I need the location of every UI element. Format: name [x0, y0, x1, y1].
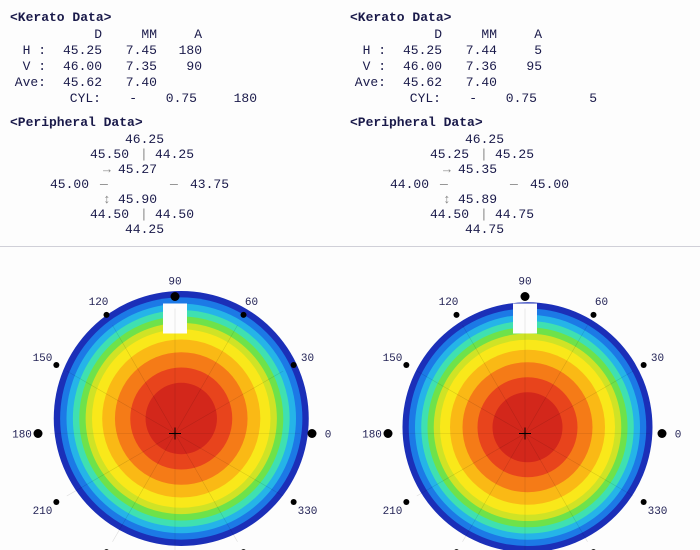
svg-text:330: 330: [648, 506, 668, 518]
arrow-right-icon: →: [443, 162, 451, 177]
svg-text:0: 0: [675, 430, 682, 442]
row-h-label: H :: [10, 43, 50, 59]
peripheral-title: <Peripheral Data>: [350, 115, 690, 130]
arrow-updown-icon: ↕: [103, 192, 111, 207]
arrow-updown-icon: ↕: [443, 192, 451, 207]
left-data-column: <Kerato Data> D MM A H : 45.25 7.45 180 …: [10, 8, 350, 242]
svg-text:60: 60: [245, 297, 258, 309]
row-v-label: V :: [10, 59, 50, 75]
svg-text:150: 150: [33, 353, 53, 365]
arrow-right-icon: →: [103, 162, 111, 177]
kerato-title: <Kerato Data>: [10, 10, 350, 25]
peripheral-title: <Peripheral Data>: [10, 115, 350, 130]
col-d: D: [50, 27, 110, 43]
svg-text:210: 210: [383, 506, 403, 518]
svg-text:90: 90: [518, 277, 531, 289]
svg-text:210: 210: [33, 506, 53, 518]
svg-text:330: 330: [298, 506, 318, 518]
svg-text:30: 30: [651, 353, 664, 365]
svg-text:120: 120: [439, 297, 459, 309]
col-mm: MM: [110, 27, 165, 43]
kerato-table: D MM A H : 45.25 7.44 5 V : 46.00 7.36 9…: [350, 27, 690, 91]
svg-text:180: 180: [362, 430, 382, 442]
svg-text:0: 0: [325, 430, 332, 442]
svg-text:60: 60: [595, 297, 608, 309]
row-ave-label: Ave:: [10, 75, 50, 91]
svg-text:120: 120: [89, 297, 109, 309]
svg-text:90: 90: [168, 277, 181, 289]
cyl-row: CYL: - 0.75 180: [65, 91, 350, 107]
left-topography-map: 0 30 60 90 120 150 180 210 330: [0, 247, 350, 550]
svg-text:180: 180: [12, 430, 32, 442]
kerato-title: <Kerato Data>: [350, 10, 690, 25]
peripheral-grid: 46.25 45.25 | 45.25 → 45.35 44.00 — — 45…: [380, 132, 600, 242]
svg-text:30: 30: [301, 353, 314, 365]
col-a: A: [165, 27, 210, 43]
peripheral-grid: 46.25 45.50 | 44.25 → 45.27 45.00 — — 43…: [40, 132, 260, 242]
svg-text:150: 150: [383, 353, 403, 365]
cyl-row: CYL: - 0.75 5: [405, 91, 690, 107]
kerato-table: D MM A H : 45.25 7.45 180 V : 46.00 7.35…: [10, 27, 350, 91]
right-data-column: <Kerato Data> D MM A H : 45.25 7.44 5 V …: [350, 8, 690, 242]
right-topography-map: 0 30 60 90 120 150 180 210 330: [350, 247, 700, 550]
